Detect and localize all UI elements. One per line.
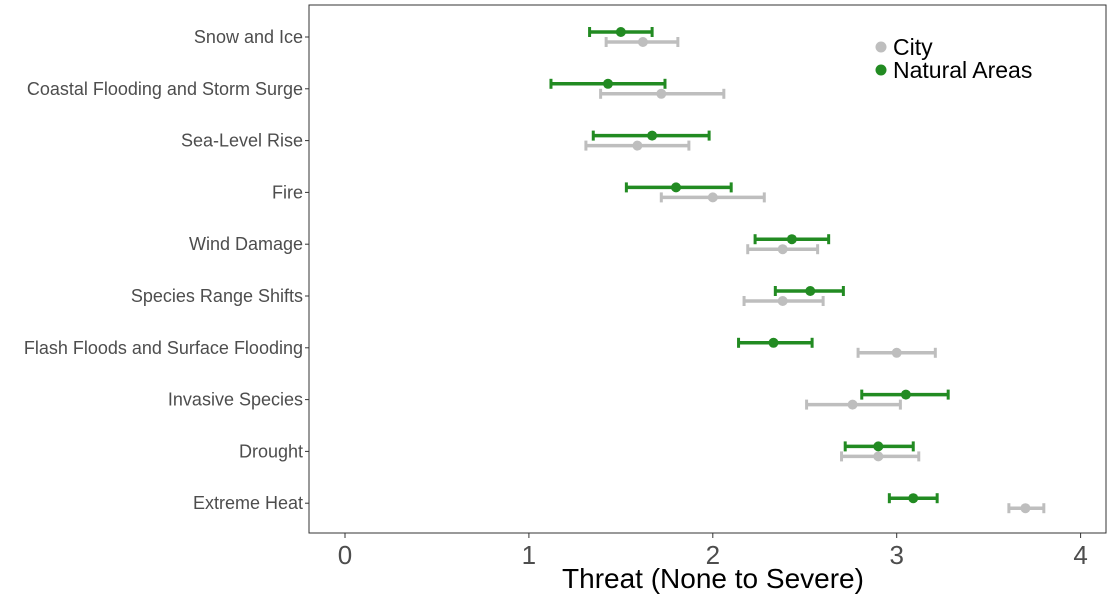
data-point-city <box>873 451 884 462</box>
y-category-label: Drought <box>239 441 303 461</box>
data-point-natural-areas <box>786 234 797 245</box>
x-tick-label: 0 <box>338 540 352 570</box>
y-category-label: Sea-Level Rise <box>181 131 303 151</box>
data-point-natural-areas <box>900 389 911 400</box>
y-category-label: Snow and Ice <box>194 27 303 47</box>
y-category-label: Coastal Flooding and Storm Surge <box>27 79 303 99</box>
legend-label-natural-areas: Natural Areas <box>893 57 1032 83</box>
plot-panel-border <box>308 4 1107 534</box>
data-point-natural-areas <box>615 27 626 37</box>
series-natural-areas <box>549 27 950 504</box>
legend-swatch-natural-areas <box>875 64 887 76</box>
series-city <box>584 37 1046 514</box>
data-point-city <box>1020 503 1031 514</box>
legend-label-city: City <box>893 34 933 60</box>
data-point-city <box>777 244 788 255</box>
x-tick-label: 1 <box>522 540 536 570</box>
y-category-label: Invasive Species <box>168 390 303 410</box>
data-point-natural-areas <box>671 182 682 193</box>
data-point-city <box>632 140 643 151</box>
legend-swatch-city <box>875 41 887 53</box>
data-point-natural-areas <box>908 493 919 504</box>
data-point-city <box>656 88 667 99</box>
y-category-label: Wind Damage <box>189 234 303 254</box>
data-point-city <box>847 399 858 410</box>
x-tick-label: 2 <box>706 540 720 570</box>
data-point-natural-areas <box>602 78 613 89</box>
data-point-city <box>707 192 718 203</box>
data-point-natural-areas <box>805 286 816 296</box>
data-point-natural-areas <box>768 337 779 348</box>
x-tick-label: 4 <box>1073 540 1087 570</box>
data-point-natural-areas <box>647 130 658 141</box>
data-point-natural-areas <box>873 441 884 452</box>
data-point-city <box>891 347 902 358</box>
y-category-label: Fire <box>272 182 303 202</box>
data-point-city <box>637 37 648 47</box>
y-category-label: Flash Floods and Surface Flooding <box>24 338 303 358</box>
data-point-city <box>777 296 788 306</box>
x-tick-label: 3 <box>889 540 903 570</box>
x-axis-title: Threat (None to Severe) <box>562 563 864 594</box>
y-category-label: Species Range Shifts <box>131 286 303 306</box>
y-category-label: Extreme Heat <box>193 493 303 513</box>
